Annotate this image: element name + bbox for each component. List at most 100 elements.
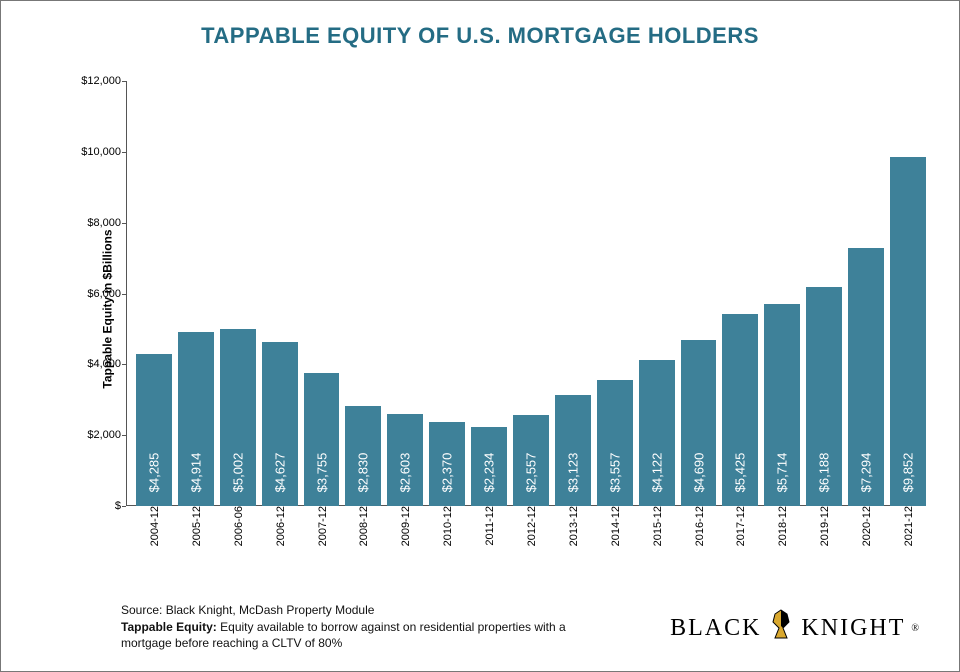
- bar-slot: $2,2342011-12: [471, 81, 507, 506]
- bar-value-label: $5,425: [733, 453, 748, 493]
- x-tick-label: 2006-06: [231, 506, 245, 546]
- brand-right: KNIGHT: [801, 615, 905, 642]
- bar-slot: $3,5572014-12: [597, 81, 633, 506]
- y-tick-label: $6,000: [66, 288, 121, 300]
- y-tick-mark: [122, 506, 126, 507]
- x-tick-label: 2011-12: [482, 506, 496, 546]
- y-axis-line: [126, 81, 127, 506]
- bar-slot: $5,4252017-12: [722, 81, 758, 506]
- bar-slot: $3,1232013-12: [555, 81, 591, 506]
- bar-slot: $7,2942020-12: [848, 81, 884, 506]
- y-tick-mark: [122, 223, 126, 224]
- bar-slot: $4,6272006-12: [262, 81, 298, 506]
- brand-logo: BLACK KNIGHT ®: [670, 608, 919, 649]
- bar: $2,370: [429, 422, 465, 506]
- bar-value-label: $4,627: [272, 453, 287, 493]
- bar-value-label: $2,603: [398, 453, 413, 493]
- x-tick-label: 2013-12: [566, 506, 580, 546]
- x-tick-label: 2012-12: [524, 506, 538, 546]
- x-tick-label: 2020-12: [859, 506, 873, 546]
- x-tick-label: 2006-12: [273, 506, 287, 546]
- y-tick-mark: [122, 364, 126, 365]
- bar-value-label: $2,830: [356, 453, 371, 493]
- bar: $3,755: [304, 373, 340, 506]
- y-tick-label: $2,000: [66, 429, 121, 441]
- x-tick-label: 2014-12: [608, 506, 622, 546]
- bar: $2,603: [387, 414, 423, 506]
- y-tick-mark: [122, 152, 126, 153]
- bar: $6,188: [806, 287, 842, 506]
- bar: $3,557: [597, 380, 633, 506]
- y-tick-mark: [122, 81, 126, 82]
- bar-slot: $5,0022006-06: [220, 81, 256, 506]
- bar-slot: $5,7142018-12: [764, 81, 800, 506]
- bar: $5,714: [764, 304, 800, 506]
- bar-slot: $2,8302008-12: [345, 81, 381, 506]
- bar-slot: $2,3702010-12: [429, 81, 465, 506]
- bar: $5,002: [220, 329, 256, 506]
- bar: $9,852: [890, 157, 926, 506]
- y-tick-mark: [122, 294, 126, 295]
- bar-slot: $9,8522021-12: [890, 81, 926, 506]
- x-tick-label: 2015-12: [650, 506, 664, 546]
- bar-value-label: $9,852: [900, 453, 915, 493]
- bar-value-label: $4,285: [146, 453, 161, 493]
- brand-left: BLACK: [670, 615, 761, 642]
- bar: $4,122: [639, 360, 675, 506]
- bar-value-label: $3,755: [314, 453, 329, 493]
- y-tick-label: $10,000: [66, 146, 121, 158]
- y-tick-mark: [122, 435, 126, 436]
- y-tick-label: $12,000: [66, 75, 121, 87]
- x-tick-label: 2019-12: [817, 506, 831, 546]
- bar-value-label: $5,714: [775, 453, 790, 493]
- bar-value-label: $3,123: [565, 453, 580, 493]
- bars-container: $4,2852004-12$4,9142005-12$5,0022006-06$…: [136, 81, 926, 506]
- bar-slot: $2,5572012-12: [513, 81, 549, 506]
- bar: $2,557: [513, 415, 549, 506]
- bar-slot: $2,6032009-12: [387, 81, 423, 506]
- bar-slot: $4,9142005-12: [178, 81, 214, 506]
- bar: $4,285: [136, 354, 172, 506]
- bar: $2,234: [471, 427, 507, 506]
- plot-area: $4,2852004-12$4,9142005-12$5,0022006-06$…: [126, 81, 926, 506]
- bar: $4,690: [681, 340, 717, 506]
- bar-value-label: $2,370: [440, 453, 455, 493]
- x-tick-label: 2017-12: [733, 506, 747, 546]
- bar-value-label: $2,234: [482, 453, 497, 493]
- chart-title: TAPPABLE EQUITY OF U.S. MORTGAGE HOLDERS: [1, 1, 959, 49]
- bar-slot: $4,6902016-12: [681, 81, 717, 506]
- y-tick-label: $: [66, 500, 121, 512]
- bar-slot: $3,7552007-12: [304, 81, 340, 506]
- bar-slot: $4,2852004-12: [136, 81, 172, 506]
- bar-value-label: $4,690: [691, 453, 706, 493]
- chart-frame: TAPPABLE EQUITY OF U.S. MORTGAGE HOLDERS…: [0, 0, 960, 672]
- bar-value-label: $3,557: [607, 453, 622, 493]
- knight-icon: [767, 608, 795, 649]
- bar-slot: $4,1222015-12: [639, 81, 675, 506]
- y-tick-label: $4,000: [66, 358, 121, 370]
- registered-mark: ®: [911, 623, 919, 634]
- chart-area: Tappable Equity in $Billions $4,2852004-…: [76, 71, 936, 546]
- bar: $7,294: [848, 248, 884, 506]
- bar-value-label: $7,294: [859, 453, 874, 493]
- bar-value-label: $4,122: [649, 453, 664, 493]
- bar-value-label: $2,557: [523, 453, 538, 493]
- x-tick-label: 2004-12: [147, 506, 161, 546]
- x-tick-label: 2008-12: [356, 506, 370, 546]
- chart-footer: Source: Black Knight, McDash Property Mo…: [121, 602, 601, 651]
- bar: $2,830: [345, 406, 381, 506]
- definition-term: Tappable Equity:: [121, 620, 217, 634]
- x-tick-label: 2010-12: [440, 506, 454, 546]
- y-tick-label: $8,000: [66, 217, 121, 229]
- x-tick-label: 2018-12: [775, 506, 789, 546]
- definition-line: Tappable Equity: Equity available to bor…: [121, 619, 601, 651]
- x-tick-label: 2005-12: [189, 506, 203, 546]
- bar: $5,425: [722, 314, 758, 506]
- source-line: Source: Black Knight, McDash Property Mo…: [121, 602, 601, 618]
- bar: $4,627: [262, 342, 298, 506]
- x-tick-label: 2021-12: [901, 506, 915, 546]
- bar-value-label: $5,002: [230, 453, 245, 493]
- bar-slot: $6,1882019-12: [806, 81, 842, 506]
- bar: $4,914: [178, 332, 214, 506]
- x-tick-label: 2007-12: [315, 506, 329, 546]
